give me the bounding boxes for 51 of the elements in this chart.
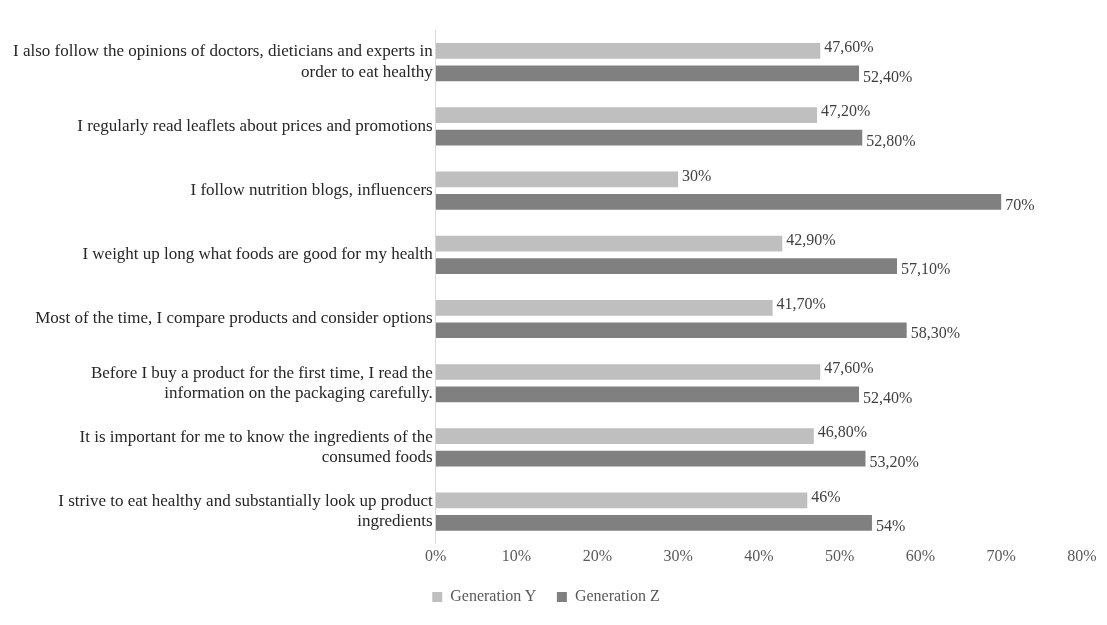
y-tick-label: I weight up long what foods are good for my health <box>82 244 434 264</box>
data-label: 30% <box>682 166 712 184</box>
bar <box>435 515 872 531</box>
y-tick-label: I strive to eat healthy and substantially look up product ingredients <box>58 490 433 531</box>
y-tick-label: It is important for me to know the ingredients of the consumed foods <box>79 426 433 467</box>
x-tick-label: 30% <box>663 546 693 564</box>
bar <box>435 386 860 403</box>
y-tick-label: Before I buy a product for the first time, I read the information on the packaging carefully. <box>90 362 433 402</box>
x-tick-label: 50% <box>824 546 855 564</box>
bar <box>435 428 814 445</box>
data-label: 42,90% <box>786 230 836 248</box>
data-label: 54% <box>875 517 906 535</box>
legend-label: Generation Z <box>574 587 660 605</box>
bar <box>435 129 863 146</box>
data-label: 70% <box>1005 196 1035 214</box>
bar <box>435 450 866 467</box>
bar <box>435 258 897 274</box>
legend-label: Generation Y <box>450 587 537 605</box>
x-tick-label: 70% <box>986 546 1016 564</box>
x-tick-label: 0% <box>425 546 447 564</box>
data-label: 47,60% <box>824 359 874 377</box>
data-label: 58,30% <box>910 324 961 342</box>
x-tick-label: 40% <box>744 546 774 564</box>
data-label: 46,80% <box>817 423 868 441</box>
bar <box>435 171 679 188</box>
bar <box>435 193 1002 210</box>
y-tick-label: I also follow the opinions of doctors, dieticians and experts in order to eat healthy <box>12 41 434 81</box>
bar <box>435 43 821 59</box>
data-label: 41,70% <box>776 294 826 312</box>
y-tick-label: I regularly read leaflets about prices and promotions <box>77 115 433 135</box>
bar <box>435 492 808 509</box>
x-tick-label: 10% <box>501 546 532 564</box>
bar <box>435 65 860 82</box>
y-tick-label: Most of the time, I compare products and consider options <box>35 308 433 328</box>
bar <box>435 364 821 380</box>
y-tick-label: I follow nutrition blogs, influencers <box>190 180 433 200</box>
x-tick-label: 20% <box>582 546 612 564</box>
x-tick-label: 80% <box>1067 546 1097 564</box>
data-label: 52,40% <box>863 67 913 85</box>
bar <box>435 235 783 252</box>
data-label: 52,40% <box>863 388 913 406</box>
bar <box>435 322 907 339</box>
data-label: 46% <box>811 487 841 505</box>
data-label: 47,60% <box>824 38 874 56</box>
x-tick-label: 60% <box>905 546 936 564</box>
data-label: 52,80% <box>866 131 916 149</box>
bar <box>435 107 818 123</box>
data-label: 57,10% <box>901 260 951 278</box>
bar <box>435 299 773 316</box>
data-label: 53,20% <box>869 452 919 470</box>
data-label: 47,20% <box>821 102 871 120</box>
